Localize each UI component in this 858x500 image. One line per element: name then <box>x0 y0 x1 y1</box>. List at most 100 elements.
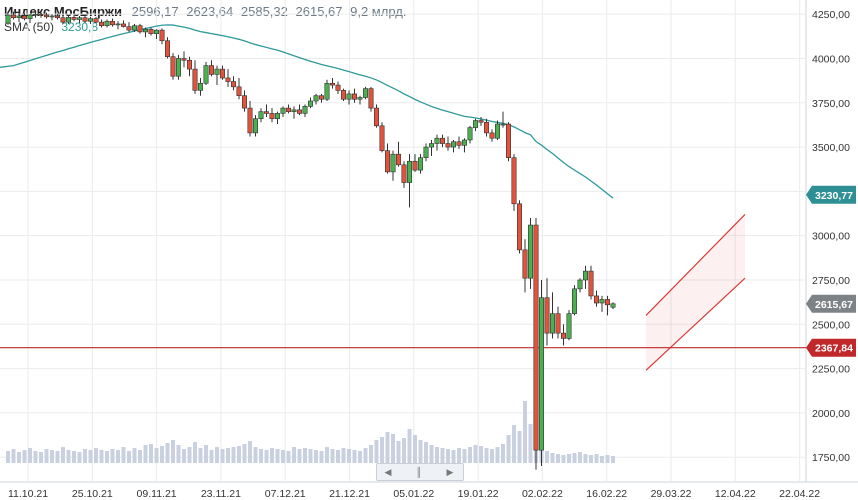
high-value: 2623,64 <box>186 4 234 19</box>
x-tick-label: 21.12.21 <box>329 488 370 500</box>
candle-body <box>110 20 116 26</box>
volume-bar <box>231 447 236 463</box>
volume-bar <box>198 448 203 463</box>
volume-bar <box>572 453 577 463</box>
volume-bar <box>578 452 582 463</box>
candle-body <box>434 137 440 144</box>
candle-body <box>148 28 154 34</box>
volume-bar <box>385 432 390 463</box>
candle-body <box>302 106 308 114</box>
price-tag-label: 2615,67 <box>815 299 853 311</box>
volume-bar <box>413 435 417 463</box>
candle-body <box>77 17 83 20</box>
candle-body <box>5 14 11 24</box>
candle-body <box>362 88 368 98</box>
price-tag-shape <box>806 185 856 204</box>
candle-body <box>225 77 231 82</box>
volume-bar <box>407 429 412 463</box>
volume-bar <box>440 448 445 463</box>
volume-bar <box>517 431 522 463</box>
volume-bar <box>55 451 60 463</box>
candle-body <box>329 82 335 86</box>
low-value: 2585,32 <box>240 4 288 19</box>
price-tag-sma: 3230,77 <box>806 185 856 204</box>
candle-body <box>126 26 132 31</box>
price-tag-price: 2615,67 <box>806 294 856 313</box>
candle-body <box>132 25 138 31</box>
candle-body <box>505 123 511 159</box>
volume-bar <box>418 440 423 463</box>
volume-bar <box>314 450 318 463</box>
candle-body <box>533 224 539 451</box>
candle-body <box>538 297 544 451</box>
candle-body <box>21 15 27 19</box>
candle-body <box>253 118 259 134</box>
candle-body <box>439 137 445 144</box>
volume-bar <box>330 449 335 463</box>
volume-bar <box>341 448 346 463</box>
open-value: 2596,17 <box>131 4 179 19</box>
candle-body <box>456 141 462 146</box>
x-tick-label: 02.02.22 <box>522 488 563 500</box>
volume-bar <box>468 447 472 463</box>
y-tick-label: 2750,00 <box>812 275 850 287</box>
channel-upper-line <box>645 213 746 316</box>
volume-bar <box>506 435 511 463</box>
channel-lower-line <box>645 277 746 371</box>
x-tick-label: 19.01.22 <box>458 488 499 500</box>
x-tick-label: 11.10.21 <box>8 488 48 500</box>
candle-body <box>478 120 484 123</box>
candle-body <box>357 97 363 100</box>
candle-body <box>335 84 341 91</box>
candle-body <box>203 65 209 84</box>
candle-body <box>49 15 55 18</box>
price-tag-label: 2367,84 <box>815 343 853 355</box>
volume-bar <box>512 425 516 463</box>
candle-body <box>66 17 72 23</box>
chevron-right-icon[interactable]: ▶ <box>446 467 454 477</box>
candle-body <box>373 107 379 127</box>
sma-legend[interactable]: SMA (50) 3230,8 <box>4 20 98 34</box>
candle-body <box>406 160 412 183</box>
candle-body <box>170 56 176 77</box>
volume-bar <box>77 452 82 463</box>
candle-body <box>115 23 121 26</box>
volume-bar <box>121 447 126 463</box>
volume-bar <box>6 451 10 463</box>
x-tick-label: 12.04.22 <box>715 488 756 500</box>
candle-body <box>11 14 17 19</box>
volume-bar <box>347 449 351 463</box>
volume-bar <box>138 450 142 463</box>
sma-value: 3230,8 <box>61 20 99 34</box>
candle-body <box>71 17 77 20</box>
grip-icon[interactable]: ║ <box>415 467 423 477</box>
candle-body <box>346 93 352 100</box>
sma-label: SMA (50) <box>4 20 55 34</box>
volume-bar <box>380 437 384 463</box>
volume-bar <box>83 449 87 463</box>
volume-bar <box>369 445 373 463</box>
candle-body <box>159 29 165 42</box>
chart-scroll-control[interactable]: ◀ ║ ▶ <box>376 463 464 481</box>
candle-body <box>274 113 280 120</box>
chevron-left-icon[interactable]: ◀ <box>384 467 392 477</box>
volume-bar <box>473 445 478 463</box>
candle-body <box>32 13 38 16</box>
volume-bar <box>363 448 368 463</box>
volume-bar <box>94 448 98 463</box>
candle-body <box>527 224 533 279</box>
candle-body <box>307 100 313 107</box>
volume-bar <box>226 448 230 463</box>
volume-bar <box>523 401 527 463</box>
x-tick-label: 25.10.21 <box>72 488 113 500</box>
candle-body <box>181 58 187 61</box>
volume-bar <box>479 446 483 463</box>
volume-bar <box>451 450 456 463</box>
y-tick-label: 4250,00 <box>812 9 850 21</box>
volume-bar <box>44 449 49 463</box>
candle-body <box>450 141 456 148</box>
volume-bar <box>204 445 208 463</box>
volume-bar <box>50 450 54 463</box>
volume-bar <box>275 449 280 463</box>
